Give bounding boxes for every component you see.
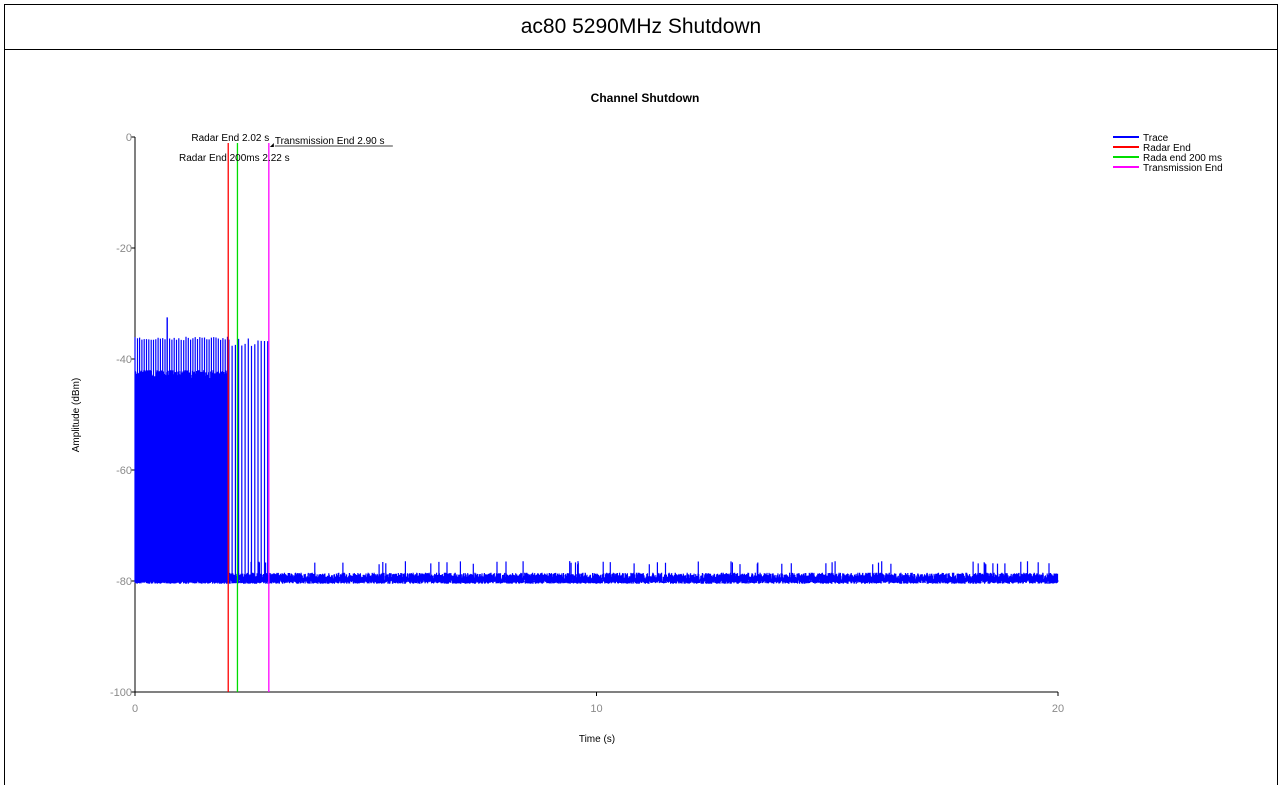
annotation-radar-end-200ms: Radar End 200ms 2.22 s — [179, 153, 290, 164]
y-tick-label: -60 — [116, 465, 132, 477]
figure-frame: ac80 5290MHz Shutdown — [4, 4, 1278, 785]
legend-label: Transmission End — [1143, 163, 1223, 174]
y-tick-label: -20 — [116, 243, 132, 255]
annotation-radar-end: Radar End 2.02 s — [191, 133, 269, 144]
x-tick-label: 0 — [132, 703, 138, 715]
x-axis-label: Time (s) — [579, 734, 615, 745]
y-axis-label: Amplitude (dBm) — [71, 378, 82, 452]
y-tick-label: 0 — [126, 132, 132, 144]
legend-label: Rada end 200 ms — [1143, 153, 1222, 164]
y-tick-label: -100 — [110, 687, 132, 699]
x-tick-label: 10 — [590, 703, 602, 715]
legend-label: Radar End — [1143, 143, 1191, 154]
chart-title: Channel Shutdown — [591, 91, 700, 105]
page-title: ac80 5290MHz Shutdown — [5, 5, 1277, 50]
annotation-transmission-end: Transmission End 2.90 s — [275, 136, 385, 147]
x-tick-label: 20 — [1052, 703, 1064, 715]
y-tick-label: -80 — [116, 576, 132, 588]
annotation-arrow — [269, 143, 274, 147]
legend-label: Trace — [1143, 133, 1169, 144]
trace-series — [134, 317, 1059, 584]
y-tick-label: -40 — [116, 354, 132, 366]
